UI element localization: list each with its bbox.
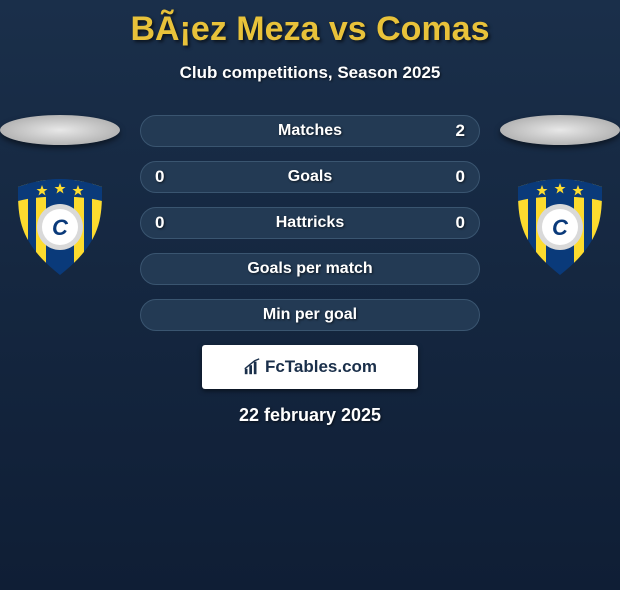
stat-label: Min per goal (263, 306, 357, 324)
left-team-badge: C (10, 177, 110, 277)
team-badge-icon: C (10, 177, 110, 277)
stats-table: Matches 2 0 Goals 0 0 Hattricks 0 Goals per matc… (140, 115, 480, 331)
svg-text:C: C (552, 215, 569, 240)
stat-label: Goals per match (247, 260, 372, 278)
stat-left-value: 0 (155, 213, 164, 233)
watermark-text: FcTables.com (265, 357, 377, 377)
stat-row: Goals per match (140, 253, 480, 285)
right-player-oval (500, 115, 620, 145)
stat-label: Matches (278, 122, 342, 140)
page-title: BÃ¡ez Meza vs Comas (0, 10, 620, 49)
title-text: BÃ¡ez Meza vs Comas (130, 10, 489, 48)
stat-row: Min per goal (140, 299, 480, 331)
stat-right-value: 0 (456, 213, 465, 233)
team-badge-icon: C (510, 177, 610, 277)
stat-label: Goals (288, 168, 332, 186)
chart-icon (243, 358, 261, 376)
right-team-badge: C (510, 177, 610, 277)
watermark: FcTables.com (202, 345, 418, 389)
stat-row: 0 Hattricks 0 (140, 207, 480, 239)
left-player-oval (0, 115, 120, 145)
svg-text:C: C (52, 215, 69, 240)
stat-label: Hattricks (276, 214, 344, 232)
subtitle: Club competitions, Season 2025 (0, 63, 620, 83)
stat-row: 0 Goals 0 (140, 161, 480, 193)
stat-row: Matches 2 (140, 115, 480, 147)
stat-left-value: 0 (155, 167, 164, 187)
stat-right-value: 2 (456, 121, 465, 141)
date-text: 22 february 2025 (0, 405, 620, 426)
stat-right-value: 0 (456, 167, 465, 187)
main-area: C C Matches20Goa (0, 115, 620, 426)
